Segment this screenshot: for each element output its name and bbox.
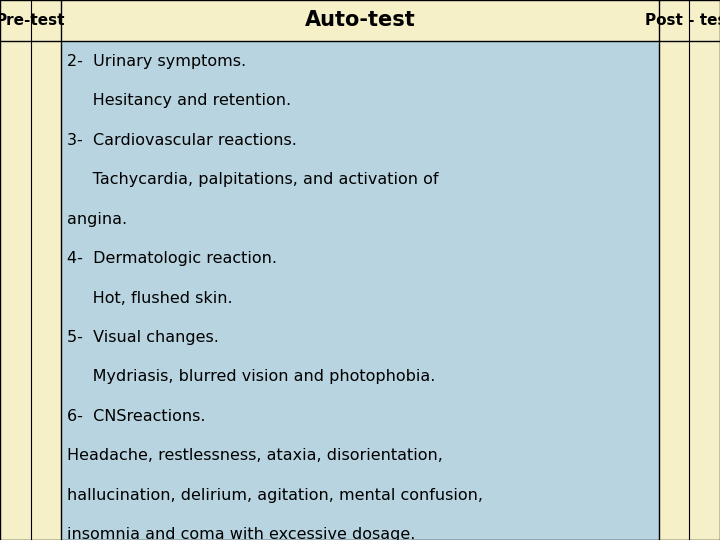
Text: 2-  Urinary symptoms.: 2- Urinary symptoms. <box>67 54 246 69</box>
Text: 5-  Visual changes.: 5- Visual changes. <box>67 330 219 345</box>
Bar <box>61 40 659 540</box>
Bar <box>659 0 720 540</box>
Text: Post - test: Post - test <box>645 13 720 28</box>
Text: insomnia and coma with excessive dosage.: insomnia and coma with excessive dosage. <box>67 527 415 540</box>
Text: Tachycardia, palpitations, and activation of: Tachycardia, palpitations, and activatio… <box>67 172 438 187</box>
Bar <box>61 0 659 40</box>
Bar <box>0 0 61 540</box>
Text: Mydriasis, blurred vision and photophobia.: Mydriasis, blurred vision and photophobi… <box>67 369 436 384</box>
Text: Auto-test: Auto-test <box>305 10 415 30</box>
Text: 4-  Dermatologic reaction.: 4- Dermatologic reaction. <box>67 251 277 266</box>
Text: Headache, restlessness, ataxia, disorientation,: Headache, restlessness, ataxia, disorien… <box>67 448 443 463</box>
Text: Pre-test: Pre-test <box>0 13 66 28</box>
Text: hallucination, delirium, agitation, mental confusion,: hallucination, delirium, agitation, ment… <box>67 488 483 503</box>
Text: angina.: angina. <box>67 212 127 227</box>
Text: Hot, flushed skin.: Hot, flushed skin. <box>67 291 233 306</box>
Text: 6-  CNSreactions.: 6- CNSreactions. <box>67 409 205 424</box>
Text: 3-  Cardiovascular reactions.: 3- Cardiovascular reactions. <box>67 133 297 148</box>
Text: Hesitancy and retention.: Hesitancy and retention. <box>67 93 291 109</box>
